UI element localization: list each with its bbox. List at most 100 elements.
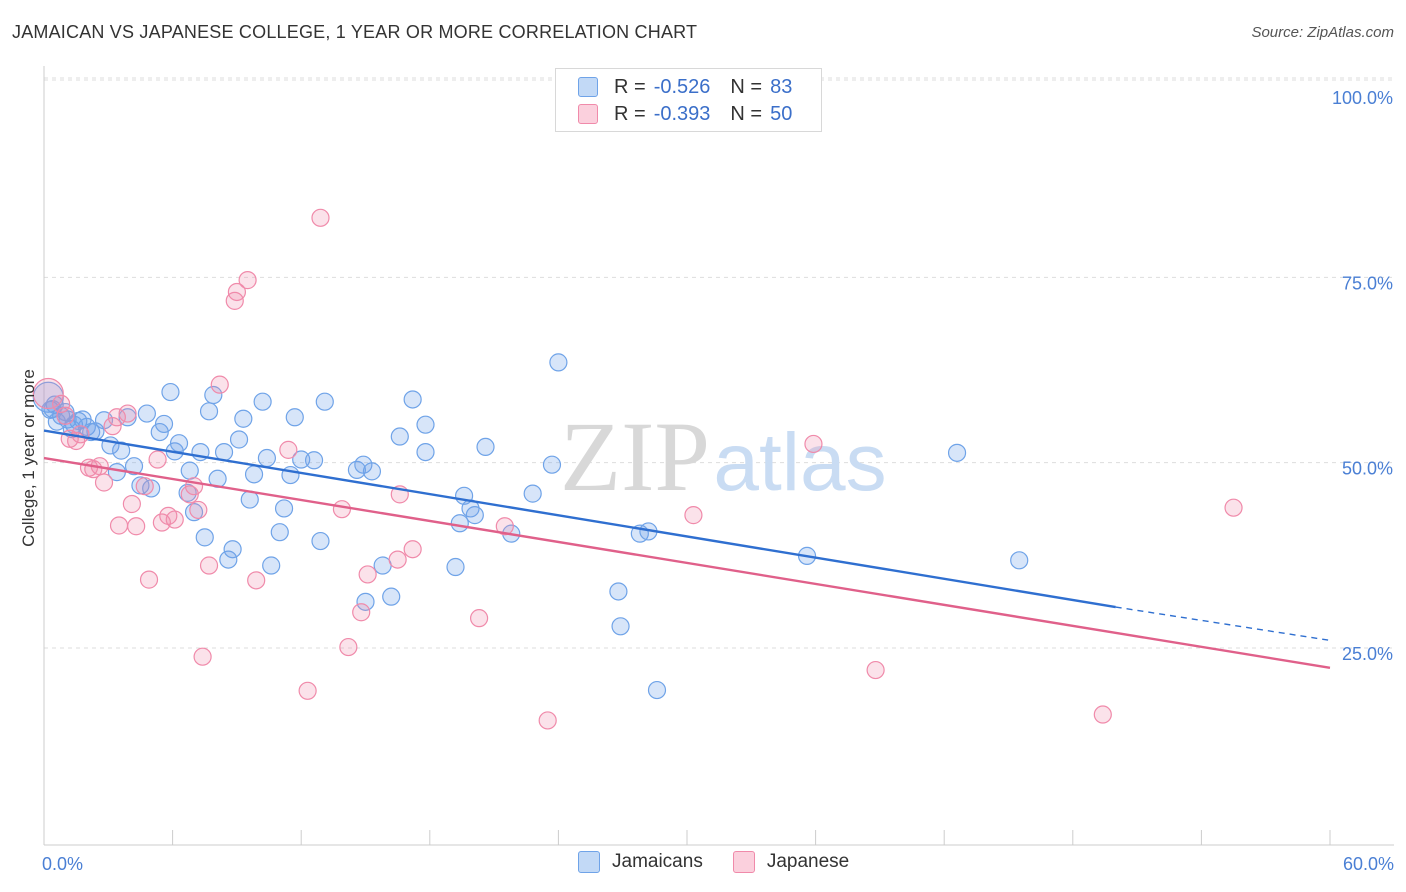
japanese-point — [332, 500, 352, 519]
japanese-point — [109, 516, 129, 535]
japanese-point — [56, 406, 75, 425]
japanese-point — [107, 408, 126, 427]
japanese-point — [52, 394, 71, 414]
japanese-point — [684, 506, 703, 525]
jamaican-point — [270, 523, 289, 542]
legend-n-label: N = — [730, 102, 763, 125]
watermark: ZIP atlas — [560, 401, 887, 512]
japanese-point — [118, 404, 137, 423]
japanese-point — [135, 477, 154, 496]
jamaican-point — [180, 461, 199, 480]
legend-r-label: R = — [614, 102, 646, 125]
legend-n-value: 50 — [770, 102, 793, 125]
jamaican-trend-line — [43, 429, 1116, 609]
japanese-point — [866, 660, 885, 680]
japanese-point — [403, 540, 422, 559]
correlation-legend: R = -0.526 N = 83 R = -0.393 N = 50 — [555, 68, 822, 132]
watermark-zip: ZIP — [560, 401, 710, 512]
japanese-point — [225, 291, 244, 310]
japanese-point — [227, 282, 246, 302]
jamaican-trend-extension — [1115, 606, 1331, 642]
jamaican-point — [446, 557, 465, 577]
japanese-point — [103, 417, 122, 436]
japanese-point — [184, 477, 204, 496]
legend-r-value: -0.393 — [653, 102, 711, 125]
legend-label-jamaicans: Jamaicans — [612, 851, 703, 872]
jamaican-point — [390, 427, 409, 446]
japanese-point — [1224, 498, 1243, 517]
legend-item-jamaicans[interactable]: Jamaicans — [578, 851, 703, 873]
legend-row-jamaicans: R = -0.526 N = 83 — [578, 74, 792, 100]
x-tick-label-max: 60.0% — [1343, 854, 1394, 874]
japanese-point — [122, 494, 141, 514]
legend-n-value: 83 — [770, 75, 793, 98]
y-tick-label: 75.0% — [1342, 273, 1393, 293]
data-points — [32, 208, 1243, 730]
jamaican-point — [219, 550, 238, 569]
japanese-point — [180, 485, 199, 504]
tick-labels: 25.0% 50.0% 75.0% 100.0% 0.0% 60.0% — [42, 88, 1394, 874]
japanese-point — [165, 510, 184, 529]
y-tick-label: 25.0% — [1342, 644, 1393, 664]
jamaican-point — [124, 457, 144, 476]
japanese-point — [311, 208, 330, 227]
y-tick-label: 50.0% — [1342, 459, 1393, 479]
jamaican-point — [647, 680, 667, 700]
japanese-point — [298, 681, 317, 700]
jamaican-point — [403, 390, 422, 409]
japanese-point — [199, 556, 219, 575]
legend-n-label: N = — [730, 75, 763, 98]
grid-lines — [44, 77, 1394, 649]
japanese-point — [358, 565, 377, 584]
chart-title: JAMAICAN VS JAPANESE COLLEGE, 1 YEAR OR … — [12, 22, 698, 42]
jamaican-point — [1010, 551, 1029, 570]
jamaican-point — [234, 409, 253, 428]
jamaican-point — [523, 484, 542, 503]
japanese-point — [1093, 705, 1112, 724]
y-tick-label: 100.0% — [1332, 88, 1393, 108]
jamaican-point — [611, 617, 630, 636]
legend-label-japanese: Japanese — [766, 851, 850, 872]
japanese-point — [94, 473, 114, 492]
jamaican-point — [253, 392, 272, 411]
legend-r-value: -0.526 — [653, 75, 711, 98]
japanese-point — [352, 603, 371, 622]
jamaican-point — [199, 402, 219, 421]
legend-swatch-japanese — [578, 104, 598, 124]
japanese-point — [32, 377, 64, 410]
japanese-point — [469, 609, 489, 628]
jamaican-point — [150, 422, 169, 442]
legend-swatch-jamaicans — [578, 77, 598, 97]
jamaican-point — [137, 404, 156, 423]
jamaican-point — [285, 408, 304, 427]
jamaican-point — [542, 455, 562, 474]
jamaican-point — [609, 582, 628, 601]
japanese-point — [148, 450, 167, 469]
axes — [43, 66, 1394, 846]
jamaican-point — [229, 430, 249, 449]
jamaican-point — [262, 556, 281, 575]
legend-swatch-japanese — [732, 851, 755, 873]
japanese-point — [538, 711, 557, 730]
jamaican-point — [304, 451, 324, 470]
jamaican-point — [549, 353, 568, 372]
japanese-point — [247, 571, 266, 590]
watermark-atlas: atlas — [713, 417, 886, 508]
japanese-trend-line — [43, 456, 1331, 670]
japanese-point — [189, 500, 208, 520]
japanese-point — [388, 550, 407, 569]
japanese-point — [279, 440, 298, 459]
legend-r-label: R = — [614, 75, 646, 98]
legend-row-japanese: R = -0.393 N = 50 — [578, 101, 792, 127]
series-legend: Jamaicans Japanese — [578, 851, 879, 873]
legend-item-japanese[interactable]: Japanese — [732, 851, 850, 873]
jamaican-point — [154, 414, 174, 434]
jamaican-point — [223, 540, 242, 559]
jamaican-point — [169, 434, 189, 453]
japanese-point — [238, 271, 257, 290]
jamaican-point — [362, 462, 382, 481]
x-tick-label-min: 0.0% — [42, 854, 83, 874]
jamaican-point — [204, 385, 223, 405]
jamaican-point — [476, 437, 495, 457]
